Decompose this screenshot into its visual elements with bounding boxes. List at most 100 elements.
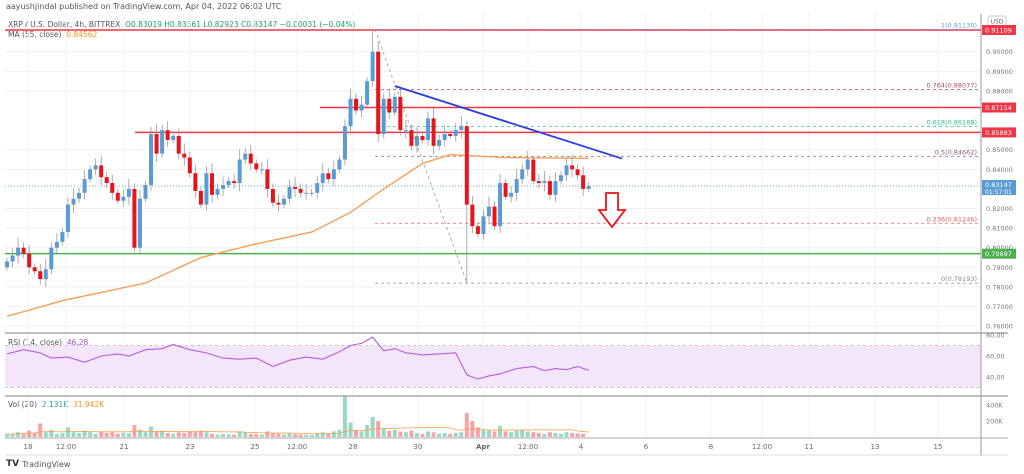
volume-bar xyxy=(464,413,469,437)
candle-up xyxy=(259,169,264,171)
fib-level-label: 0.236(0.81246) xyxy=(926,215,977,223)
volume-bar xyxy=(459,432,464,437)
ma-value: 0.84562 xyxy=(66,30,98,39)
volume-ma-value: 31.942K xyxy=(72,400,105,409)
brand-name: TradingView xyxy=(22,459,71,469)
candle-down xyxy=(209,173,214,195)
volume-bar xyxy=(282,434,286,437)
candle-down xyxy=(21,247,26,254)
candle-up xyxy=(243,153,248,160)
candle-up xyxy=(137,198,142,248)
candle-up xyxy=(370,51,375,82)
candle-up xyxy=(10,255,15,262)
volume-bar xyxy=(426,431,431,437)
ma-legend[interactable]: MA (55, close) 0.84562 xyxy=(8,30,97,39)
volume-label: Vol (20) xyxy=(8,400,38,409)
volume-bar xyxy=(520,429,525,437)
candle-down xyxy=(581,175,586,189)
candle-up xyxy=(359,104,364,111)
price-label: 0.87154 xyxy=(985,104,1012,112)
candle-up xyxy=(43,269,48,280)
volume-bar xyxy=(492,431,497,437)
volume-bar xyxy=(503,431,508,437)
volume-legend[interactable]: Vol (20) 2.131K 31.942K xyxy=(8,400,104,409)
time-tick-label: 13 xyxy=(871,443,880,451)
volume-value: 2.131K xyxy=(41,400,69,409)
candle-down xyxy=(420,136,425,140)
candle-up xyxy=(520,169,525,180)
candle-up xyxy=(498,183,503,227)
candle-up xyxy=(16,247,21,256)
volume-bar xyxy=(531,432,536,437)
candle-down xyxy=(265,169,270,189)
candle-down xyxy=(547,181,552,195)
volume-bar xyxy=(398,431,403,437)
time-tick-label: 8 xyxy=(709,443,713,451)
volume-bar xyxy=(536,433,541,437)
candle-up xyxy=(342,126,347,160)
candle-up xyxy=(564,165,569,176)
volume-bar xyxy=(453,433,458,437)
volume-bar xyxy=(348,422,353,437)
candle-down xyxy=(326,173,331,180)
rsi-tick-label: 40.00 xyxy=(986,374,1005,382)
volume-bar xyxy=(126,433,131,437)
price-label: 0.79697 xyxy=(985,250,1012,258)
volume-bar xyxy=(121,433,126,437)
price-label-box xyxy=(982,127,1016,138)
candle-up xyxy=(143,185,148,199)
candle-up xyxy=(49,247,54,270)
candle-up xyxy=(542,181,547,184)
candle-up xyxy=(459,126,464,131)
candle-up xyxy=(88,169,93,180)
bar-countdown: 01:57:01 xyxy=(985,189,1012,196)
rsi-tick-label: 60.00 xyxy=(986,353,1005,361)
candle-up xyxy=(71,198,76,205)
candle-up xyxy=(453,130,458,137)
price-tick-label: 0.79000 xyxy=(986,264,1013,272)
volume-bar xyxy=(387,430,392,437)
candle-down xyxy=(354,98,359,111)
volume-bar xyxy=(110,432,115,437)
price-tick-label: 0.80000 xyxy=(986,244,1013,252)
footer-brand[interactable]: TV TradingView xyxy=(6,459,70,469)
candle-down xyxy=(115,192,120,201)
candle-down xyxy=(293,186,298,189)
candle-down xyxy=(176,136,181,154)
candle-up xyxy=(559,175,563,182)
bearish-trend-line xyxy=(394,85,623,160)
volume-bar xyxy=(154,431,159,437)
volume-bar xyxy=(570,433,575,437)
volume-bar xyxy=(442,433,447,437)
volume-bar xyxy=(248,433,253,437)
candle-down xyxy=(198,190,203,205)
rsi-panel xyxy=(5,336,981,388)
volume-bar xyxy=(82,430,87,437)
candle-up xyxy=(403,130,408,132)
volume-bar xyxy=(437,433,442,437)
volume-bar xyxy=(270,433,275,437)
candle-up xyxy=(320,173,325,184)
volume-bar xyxy=(265,431,270,437)
candle-up xyxy=(486,206,491,217)
time-tick-label: 12:00 xyxy=(56,443,76,451)
candle-down xyxy=(464,126,469,205)
candle-up xyxy=(309,192,314,194)
volume-bar xyxy=(315,433,320,437)
candle-down xyxy=(104,177,109,184)
last-price-label: 0.83147 xyxy=(985,181,1012,189)
candle-up xyxy=(60,232,65,242)
candle-up xyxy=(365,81,370,105)
candle-up xyxy=(93,165,98,170)
fib-retracement: 1(0.91130) 0.764(0.88077) 0.618(0.86188) 0.… xyxy=(374,22,981,284)
time-tick-label: 12:00 xyxy=(518,443,538,451)
price-label: 0.85883 xyxy=(985,129,1012,137)
candle-down xyxy=(165,130,170,140)
candle-down xyxy=(470,204,475,227)
rsi-legend[interactable]: RSI (14, close) 46.28 xyxy=(8,338,88,347)
candle-up xyxy=(381,98,386,135)
time-tick-label: 12:00 xyxy=(752,443,772,451)
symbol-legend[interactable]: XRP / U.S. Dollar, 4h, BITTREX O0.83019 … xyxy=(8,20,355,29)
volume-bar xyxy=(49,429,54,437)
